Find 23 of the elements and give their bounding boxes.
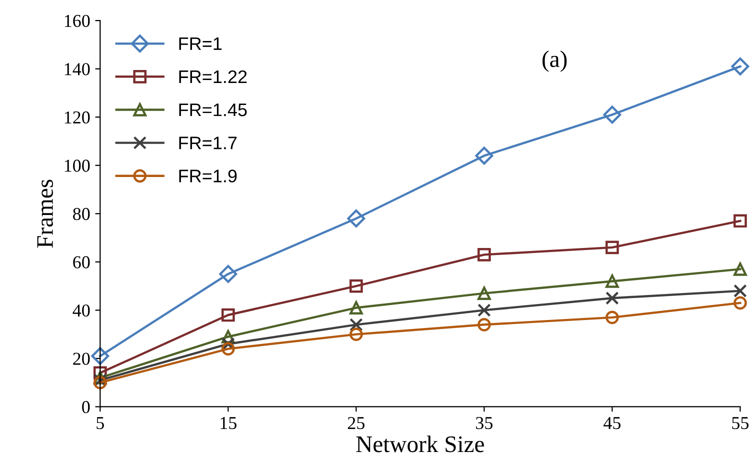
annotation: (a): [542, 50, 567, 72]
y-tick-label: 0: [82, 400, 90, 414]
y-tick-label: 100: [64, 160, 90, 172]
x-tick-label: 55: [732, 417, 749, 430]
x-tick-label: 5: [96, 417, 104, 430]
legend-label: FR=1.45: [179, 104, 247, 116]
y-tick-label: 140: [64, 63, 90, 76]
y-tick-label: 160: [64, 14, 90, 28]
y-tick-label: 80: [73, 208, 90, 220]
y-axis-title: Frames: [37, 180, 53, 248]
legend-label: FR=1.7: [179, 136, 237, 150]
x-tick-label: 35: [476, 417, 492, 430]
x-tick-label: 25: [348, 417, 364, 430]
y-tick-label: 120: [64, 111, 90, 124]
y-tick-label: 40: [72, 304, 90, 317]
x-tick-label: 15: [220, 417, 236, 430]
y-tick-label: 60: [73, 256, 90, 268]
legend-label: FR=1: [179, 37, 222, 50]
x-tick-label: 45: [604, 417, 621, 430]
legend-label: FR=1.9: [179, 170, 237, 182]
x-axis-title: Network Size: [356, 436, 484, 452]
y-tick-label: 20: [73, 352, 90, 365]
legend-label: FR=1.22: [179, 70, 247, 83]
